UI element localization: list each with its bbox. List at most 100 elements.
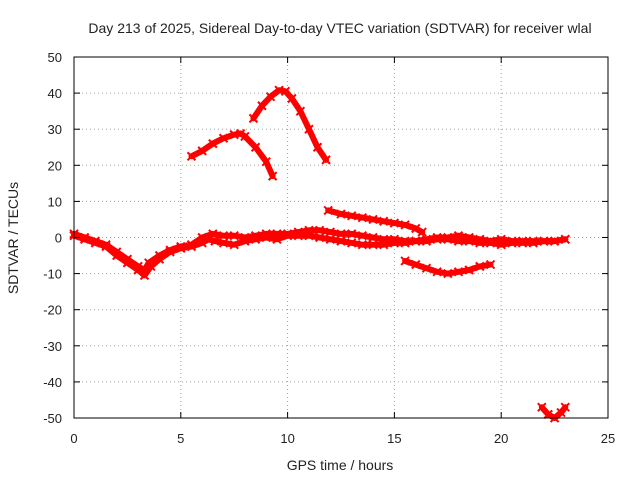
data-point <box>272 229 282 239</box>
data-point <box>357 240 368 250</box>
data-point <box>368 240 378 250</box>
data-point <box>304 225 314 235</box>
data-point <box>443 232 453 243</box>
data-point <box>218 238 229 248</box>
data-point <box>464 232 474 243</box>
data-point <box>517 236 528 246</box>
data-point <box>240 232 250 243</box>
data-point <box>443 268 453 279</box>
data-point <box>314 232 325 243</box>
data-point <box>240 131 250 142</box>
data-point <box>265 92 276 102</box>
data-point <box>112 247 122 257</box>
y-tick-label: 40 <box>48 86 62 101</box>
data-point <box>549 236 560 246</box>
data-point <box>186 151 197 161</box>
data-point <box>400 236 410 246</box>
x-tick-label: 10 <box>280 431 294 446</box>
data-point <box>165 245 175 255</box>
y-tick-label: 20 <box>48 158 62 173</box>
data-point <box>304 124 314 134</box>
data-point <box>218 133 229 143</box>
data-point <box>287 93 297 104</box>
data-point <box>323 205 333 216</box>
data-point <box>250 142 261 152</box>
data-point <box>464 265 474 275</box>
data-point <box>314 225 325 235</box>
data-point <box>453 230 464 241</box>
data-point <box>229 240 239 250</box>
data-point <box>421 234 432 245</box>
data-point <box>496 234 506 245</box>
data-point <box>560 402 570 412</box>
data-point <box>543 409 553 420</box>
data-point <box>208 229 218 239</box>
data-point <box>411 259 421 270</box>
data-point <box>293 227 303 237</box>
y-tick-label: -50 <box>43 411 62 426</box>
data-point <box>208 138 218 149</box>
y-tick-label: -10 <box>43 267 62 282</box>
data-point <box>560 234 570 245</box>
x-axis-label: GPS time / hours <box>287 457 394 473</box>
data-point <box>101 240 111 250</box>
data-point <box>336 209 346 219</box>
x-tick-label: 0 <box>70 431 77 446</box>
series-line <box>188 130 276 180</box>
data-point <box>229 230 239 241</box>
data-point <box>79 232 90 243</box>
y-axis-ticks: -50 -40 -30 -20 -10 0 10 20 30 40 50 <box>43 50 608 426</box>
y-axis-label: SDTVAR / TECUs <box>5 182 21 294</box>
data-point <box>453 267 464 277</box>
data-point <box>379 216 389 226</box>
data-point <box>267 171 278 181</box>
data-point <box>346 211 357 221</box>
data-point <box>389 234 400 245</box>
data-point <box>90 236 101 246</box>
data-point <box>133 261 143 272</box>
series-track-d <box>248 85 331 165</box>
data-point <box>389 218 400 228</box>
data-point <box>321 155 331 165</box>
data-point <box>346 229 357 239</box>
y-tick-label: -20 <box>43 303 62 318</box>
data-point <box>186 240 197 250</box>
data-point <box>325 234 336 245</box>
data-point <box>485 259 496 270</box>
chart-title: Day 213 of 2025, Sidereal Day-to-day VTE… <box>88 20 591 36</box>
data-point <box>139 265 150 275</box>
data-point <box>400 256 410 266</box>
y-tick-label: 50 <box>48 50 62 65</box>
data-point <box>218 230 229 241</box>
data-point <box>261 229 271 239</box>
data-point <box>325 227 336 237</box>
data-point <box>421 263 432 273</box>
data-point <box>282 229 293 239</box>
data-point <box>336 236 346 246</box>
data-point <box>475 234 485 245</box>
x-tick-label: 15 <box>387 431 401 446</box>
data-point <box>411 236 421 246</box>
y-tick-label: -40 <box>43 375 62 390</box>
plot-area <box>69 85 570 423</box>
y-tick-label: 0 <box>55 231 62 246</box>
data-point <box>210 236 220 246</box>
data-point <box>475 261 485 272</box>
data-point <box>537 402 547 412</box>
y-tick-label: 10 <box>48 194 62 209</box>
data-point <box>197 146 207 156</box>
data-point <box>312 142 323 152</box>
data-point <box>432 232 442 243</box>
x-tick-label: 20 <box>494 431 508 446</box>
data-point <box>368 232 378 243</box>
x-axis-ticks: 0 5 10 15 20 25 <box>70 57 615 446</box>
x-tick-label: 25 <box>601 431 615 446</box>
grid-lines <box>74 57 608 418</box>
data-point <box>261 156 271 167</box>
data-point <box>250 230 261 241</box>
y-tick-label: 30 <box>48 122 62 137</box>
series-track-g <box>537 402 570 423</box>
series-track-e <box>323 205 427 237</box>
data-point <box>280 86 291 97</box>
